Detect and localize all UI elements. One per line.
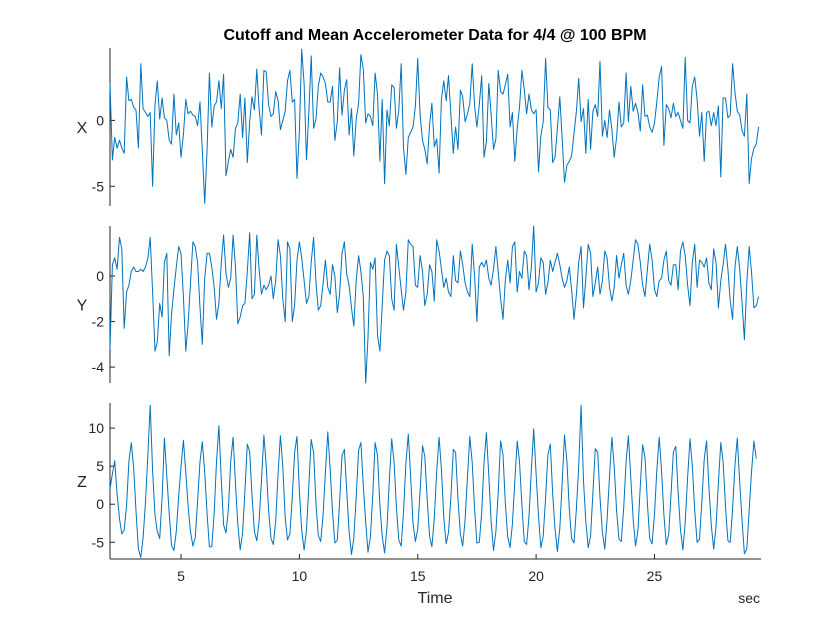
- y-tick-label-z: -5: [92, 534, 105, 550]
- x-axis-unit-label: sec: [738, 590, 760, 606]
- x-tick-label: 5: [177, 568, 185, 584]
- y-tick-label-z: 10: [88, 420, 104, 436]
- x-tick-label: 10: [292, 568, 308, 584]
- y-axis-label-z: Z: [77, 474, 87, 491]
- y-axis-label-y: Y: [77, 298, 88, 315]
- x-tick-label: 20: [528, 568, 544, 584]
- y-tick-label-z: 5: [96, 458, 104, 474]
- subplot-y: -4 -2 0Y: [77, 225, 760, 384]
- x-tick-label: 25: [647, 568, 663, 584]
- y-tick-label-x: 0: [96, 112, 104, 128]
- y-axis-label-x: X: [77, 120, 88, 137]
- y-tick-label-z: 0: [96, 496, 104, 512]
- chart-title: Cutoff and Mean Accelerometer Data for 4…: [223, 27, 646, 44]
- x-tick-label: 15: [410, 568, 426, 584]
- y-tick-label-y: -4: [92, 359, 105, 375]
- y-tick-label-x: -5: [92, 178, 105, 194]
- y-tick-label-y: 0: [96, 268, 104, 284]
- series-line-z: [109, 404, 757, 558]
- subplot-x: -5 0X: [77, 48, 760, 206]
- x-axis-label: Time: [418, 590, 453, 607]
- y-tick-label-y: -2: [92, 314, 105, 330]
- series-line-x: [109, 48, 760, 204]
- series-line-y: [109, 225, 760, 384]
